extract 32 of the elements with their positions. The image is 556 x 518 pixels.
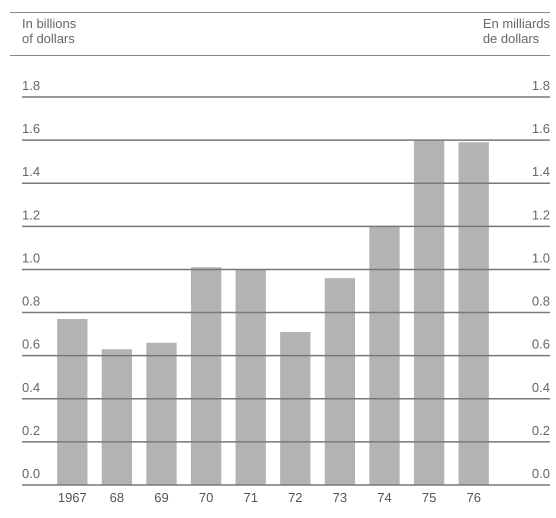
y-tick-label: 0.2 bbox=[22, 422, 40, 438]
y2-tick-label: 0.8 bbox=[532, 294, 550, 309]
y2-tick-label: 1.8 bbox=[532, 78, 550, 93]
y2-tick-label: 1.6 bbox=[532, 121, 550, 136]
x-tick-label: 75 bbox=[422, 490, 436, 505]
y2-axis-title: En milliards de dollars bbox=[482, 16, 550, 46]
y2-tick-label: 0.4 bbox=[532, 380, 550, 395]
x-tick-label: 68 bbox=[110, 490, 124, 505]
y-tick-label: 1.0 bbox=[22, 250, 40, 266]
x-tick-label: 69 bbox=[154, 490, 169, 505]
y2-tick-label: 1.4 bbox=[532, 164, 550, 180]
y-tick-label: 0.8 bbox=[22, 294, 40, 309]
y-axis-title: In billions of dollars bbox=[22, 16, 77, 46]
x-tick-label: 70 bbox=[198, 490, 214, 505]
y2-tick-label: 1.0 bbox=[532, 250, 550, 266]
y2-tick-label: 0.2 bbox=[532, 422, 550, 438]
x-tick-label: 71 bbox=[243, 490, 258, 505]
y-tick-label: 1.2 bbox=[22, 207, 40, 222]
y2-tick-label: 0.6 bbox=[532, 336, 550, 352]
x-tick-label: 73 bbox=[332, 490, 348, 505]
x-tick-label: 1967 bbox=[58, 490, 87, 505]
y-tick-label: 0.0 bbox=[22, 466, 40, 481]
y-tick-label: 0.6 bbox=[22, 336, 40, 352]
x-tick-label: 72 bbox=[288, 490, 303, 505]
x-tick-label: 74 bbox=[377, 490, 392, 505]
y2-tick-label: 0.0 bbox=[532, 466, 550, 481]
y2-tick-label: 1.2 bbox=[532, 207, 550, 222]
y-tick-label: 1.4 bbox=[22, 164, 40, 180]
x-tick-label: 76 bbox=[466, 490, 481, 505]
y-tick-label: 1.8 bbox=[22, 78, 40, 93]
y-tick-label: 1.6 bbox=[22, 121, 40, 136]
y-tick-label: 0.4 bbox=[22, 380, 40, 395]
